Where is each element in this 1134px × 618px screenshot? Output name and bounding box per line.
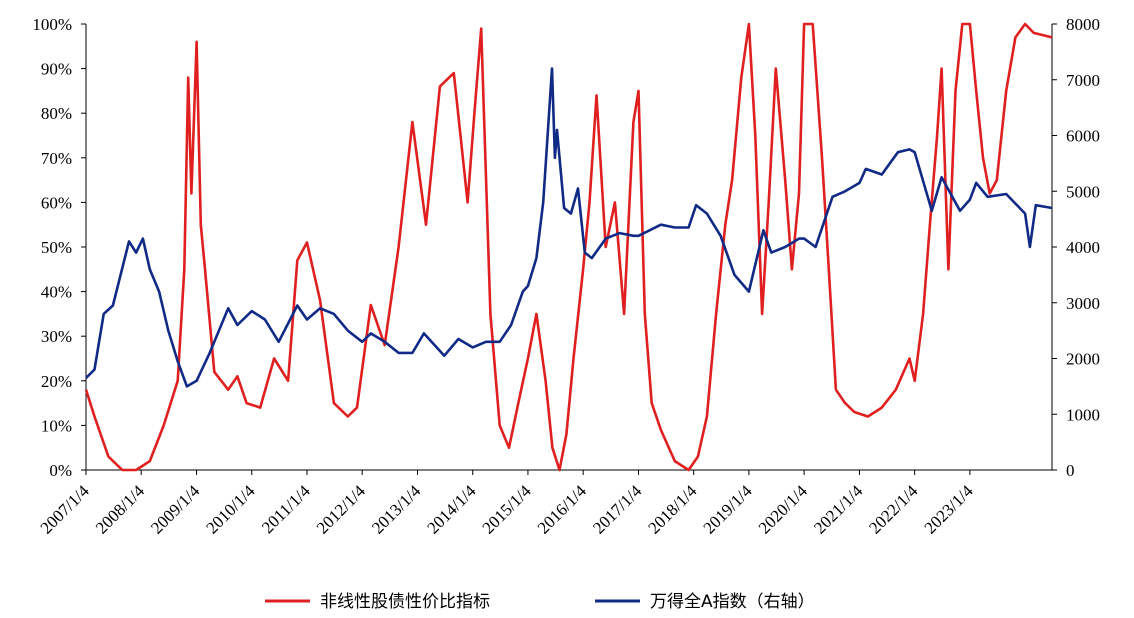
x-tick-label: 2007/1/4 bbox=[37, 481, 94, 538]
y-left-tick-label: 80% bbox=[41, 104, 72, 123]
x-tick-label: 2019/1/4 bbox=[700, 481, 757, 538]
x-tick-label: 2022/1/4 bbox=[865, 481, 922, 538]
y-right-tick-label: 8000 bbox=[1066, 15, 1100, 34]
y-left-tick-label: 0% bbox=[49, 461, 72, 480]
x-tick-label: 2023/1/4 bbox=[921, 481, 978, 538]
x-tick-label: 2017/1/4 bbox=[589, 481, 646, 538]
x-tick-label: 2009/1/4 bbox=[147, 481, 204, 538]
y-right-tick-label: 6000 bbox=[1066, 127, 1100, 146]
x-tick-label: 2010/1/4 bbox=[202, 481, 259, 538]
y-right-tick-label: 2000 bbox=[1066, 350, 1100, 369]
x-tick-label: 2011/1/4 bbox=[258, 481, 314, 537]
y-left-tick-label: 100% bbox=[32, 15, 72, 34]
x-tick-label: 2018/1/4 bbox=[644, 481, 701, 538]
y-right-tick-label: 7000 bbox=[1066, 71, 1100, 90]
x-tick-label: 2016/1/4 bbox=[534, 481, 591, 538]
x-tick-label: 2013/1/4 bbox=[368, 481, 425, 538]
y-left-tick-label: 10% bbox=[41, 416, 72, 435]
series-line-ratio bbox=[84, 22, 1053, 472]
x-tick-label: 2015/1/4 bbox=[479, 481, 536, 538]
y-left-tick-label: 70% bbox=[41, 149, 72, 168]
y-left-tick-label: 40% bbox=[41, 283, 72, 302]
y-left-tick-label: 60% bbox=[41, 193, 72, 212]
y-right-tick-label: 3000 bbox=[1066, 294, 1100, 313]
y-left-tick-label: 30% bbox=[41, 327, 72, 346]
y-left-tick-label: 20% bbox=[41, 372, 72, 391]
y-right-tick-label: 1000 bbox=[1066, 405, 1100, 424]
y-left-tick-label: 50% bbox=[41, 238, 72, 257]
legend-label-index: 万得全A指数（右轴） bbox=[650, 592, 815, 612]
series-line-index bbox=[85, 67, 1053, 388]
x-tick-label: 2020/1/4 bbox=[755, 481, 812, 538]
y-right-tick-label: 4000 bbox=[1066, 238, 1100, 257]
chart-legend: 非线性股债性价比指标 万得全A指数（右轴） bbox=[265, 592, 815, 612]
y-right-tick-label: 5000 bbox=[1066, 182, 1100, 201]
y-right-tick-label: 0 bbox=[1066, 461, 1075, 480]
x-tick-label: 2012/1/4 bbox=[313, 481, 370, 538]
x-tick-label: 2021/1/4 bbox=[810, 481, 867, 538]
chart-series bbox=[84, 22, 1053, 472]
legend-label-ratio: 非线性股债性价比指标 bbox=[320, 592, 490, 612]
x-tick-label: 2008/1/4 bbox=[92, 481, 149, 538]
x-tick-label: 2014/1/4 bbox=[423, 481, 480, 538]
y-left-tick-label: 90% bbox=[41, 60, 72, 79]
